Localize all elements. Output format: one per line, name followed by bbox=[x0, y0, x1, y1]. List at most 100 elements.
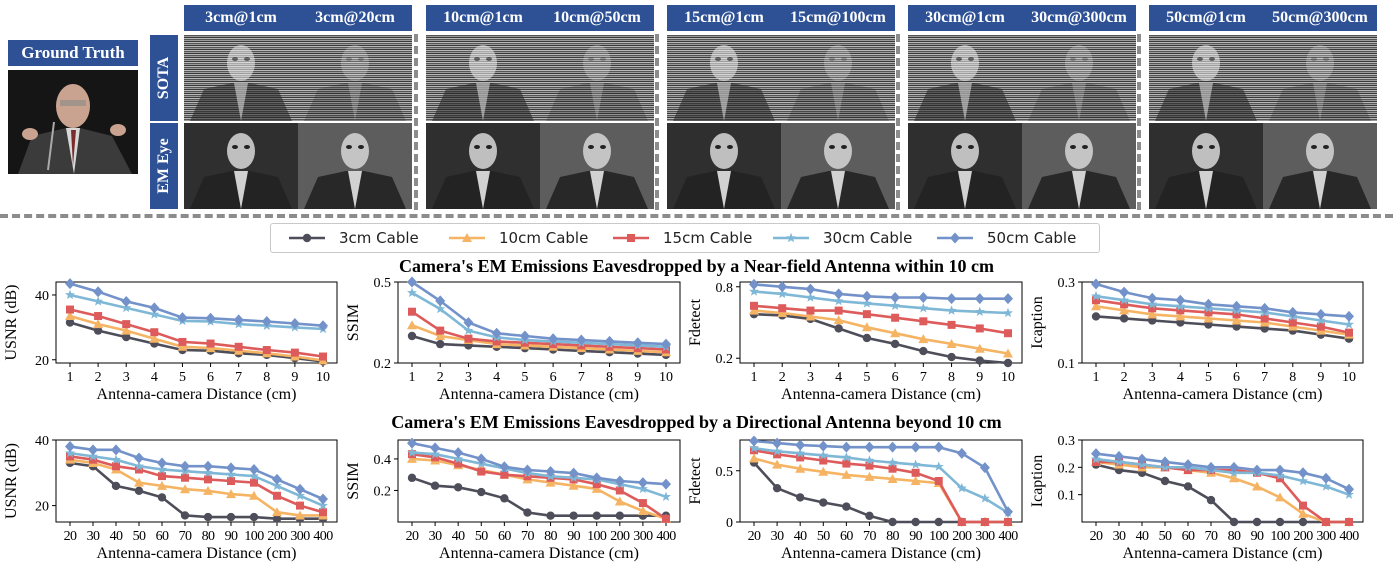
data-point bbox=[464, 325, 474, 334]
data-point bbox=[1233, 310, 1241, 318]
data-point bbox=[295, 491, 305, 500]
data-point bbox=[1160, 456, 1170, 467]
data-point bbox=[464, 335, 472, 343]
x-tick-label: 10 bbox=[1001, 370, 1015, 385]
data-point bbox=[1275, 470, 1285, 479]
x-tick-label: 30 bbox=[87, 529, 100, 544]
data-point bbox=[1003, 517, 1013, 526]
data-point bbox=[1183, 465, 1193, 474]
data-point bbox=[934, 461, 944, 470]
series-line bbox=[412, 453, 666, 497]
data-point bbox=[918, 334, 928, 343]
data-point bbox=[548, 342, 558, 351]
data-point bbox=[841, 452, 851, 461]
y-axis-label: Fdetect bbox=[687, 457, 704, 505]
data-point bbox=[750, 446, 758, 454]
data-point bbox=[577, 347, 585, 355]
data-point bbox=[319, 353, 327, 361]
x-tick-label: 7 bbox=[578, 370, 585, 385]
data-point bbox=[66, 306, 74, 314]
y-axis-label: USNR (dB) bbox=[3, 443, 20, 519]
sota-reconstruction-image bbox=[184, 35, 298, 121]
data-point bbox=[111, 454, 121, 463]
x-axis-label: Antenna-camera Distance (cm) bbox=[1123, 386, 1323, 403]
series-line bbox=[412, 454, 666, 519]
data-point bbox=[1114, 460, 1124, 469]
sota-row-label: SOTA bbox=[150, 35, 178, 121]
data-point bbox=[1299, 502, 1307, 510]
data-point bbox=[453, 454, 463, 463]
data-point bbox=[520, 340, 530, 349]
data-point bbox=[1091, 448, 1101, 459]
data-point bbox=[772, 438, 782, 449]
data-point bbox=[1004, 518, 1012, 526]
data-point bbox=[796, 493, 804, 501]
data-point bbox=[549, 340, 557, 348]
data-point bbox=[577, 341, 585, 349]
data-point bbox=[795, 448, 805, 457]
x-tick-label: 400 bbox=[313, 529, 333, 544]
x-tick-label: 6 bbox=[207, 370, 214, 385]
data-point bbox=[934, 478, 944, 487]
data-point bbox=[576, 335, 586, 346]
x-tick-label: 400 bbox=[656, 529, 676, 544]
series-line bbox=[1096, 462, 1349, 522]
x-tick-label: 70 bbox=[521, 529, 534, 544]
data-point bbox=[227, 513, 235, 521]
x-tick-label: 100 bbox=[587, 529, 607, 544]
data-point bbox=[407, 438, 417, 449]
data-point bbox=[548, 336, 558, 345]
data-point bbox=[975, 344, 985, 353]
em-eye-reconstruction-image bbox=[781, 123, 895, 209]
series-line bbox=[1096, 300, 1349, 332]
series-line bbox=[1096, 454, 1349, 490]
data-point bbox=[158, 472, 166, 480]
em-eye-reconstruction-image bbox=[426, 123, 540, 209]
sota-reconstruction-image bbox=[667, 35, 781, 121]
data-point bbox=[435, 304, 445, 313]
data-point bbox=[1119, 295, 1129, 304]
data-point bbox=[436, 340, 444, 348]
data-point bbox=[262, 316, 272, 327]
data-point bbox=[500, 494, 508, 502]
series-line bbox=[412, 282, 666, 344]
data-point bbox=[135, 466, 143, 474]
data-point bbox=[1148, 316, 1156, 324]
data-point bbox=[1176, 306, 1184, 314]
data-point bbox=[1138, 469, 1146, 477]
column-label: 50cm@1cm bbox=[1149, 5, 1263, 31]
data-point bbox=[749, 286, 759, 295]
x-tick-label: 10 bbox=[659, 370, 673, 385]
data-point bbox=[1114, 451, 1124, 462]
x-axis-label: Antenna-camera Distance (cm) bbox=[439, 386, 639, 403]
data-point bbox=[203, 461, 213, 472]
x-tick-label: 90 bbox=[1251, 529, 1264, 544]
group-divider bbox=[414, 34, 418, 210]
x-tick-label: 9 bbox=[291, 370, 298, 385]
data-point bbox=[1317, 330, 1325, 338]
x-tick-label: 70 bbox=[1205, 529, 1218, 544]
data-point bbox=[149, 309, 159, 318]
data-point bbox=[1321, 517, 1331, 526]
x-tick-label: 30 bbox=[771, 529, 784, 544]
x-tick-label: 9 bbox=[976, 370, 983, 385]
legend-swatch bbox=[447, 230, 487, 246]
data-point bbox=[204, 475, 212, 483]
data-point bbox=[250, 513, 258, 521]
x-tick-label: 10 bbox=[316, 370, 330, 385]
data-point bbox=[919, 317, 927, 325]
data-point bbox=[1345, 329, 1353, 337]
x-axis-label: Antenna-camera Distance (cm) bbox=[97, 386, 297, 403]
em-eye-reconstruction-image bbox=[298, 123, 412, 209]
data-point bbox=[1345, 518, 1353, 526]
data-point bbox=[638, 477, 648, 488]
data-point bbox=[890, 328, 900, 337]
plot-frame bbox=[56, 440, 337, 522]
data-point bbox=[430, 442, 440, 453]
data-point bbox=[1175, 295, 1185, 306]
data-point bbox=[1092, 460, 1100, 468]
data-point bbox=[863, 310, 871, 318]
data-point bbox=[520, 331, 530, 342]
series-line bbox=[70, 447, 323, 499]
data-point bbox=[407, 288, 417, 297]
